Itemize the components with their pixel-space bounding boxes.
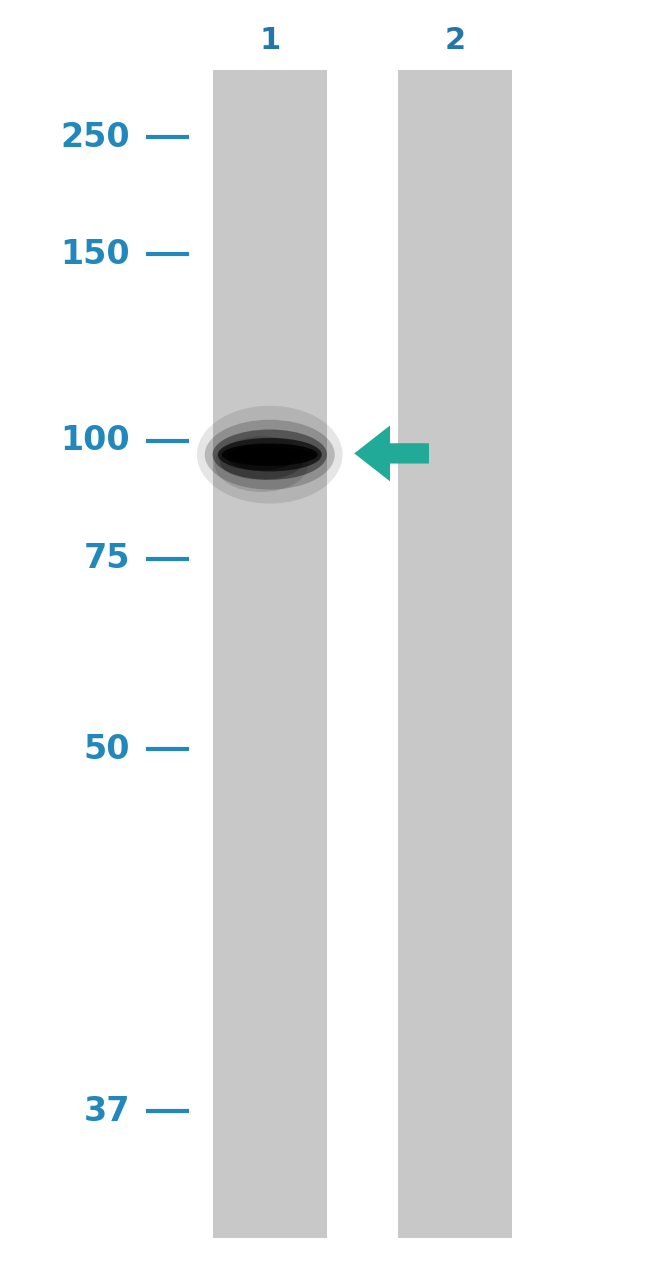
Ellipse shape <box>222 443 318 466</box>
Ellipse shape <box>220 443 303 480</box>
Ellipse shape <box>205 419 335 489</box>
Text: 250: 250 <box>60 121 130 154</box>
Text: 100: 100 <box>60 424 130 457</box>
Text: 2: 2 <box>445 27 465 55</box>
Ellipse shape <box>213 429 327 480</box>
Text: 75: 75 <box>83 542 130 575</box>
Text: 150: 150 <box>60 237 130 271</box>
Text: 50: 50 <box>83 733 130 766</box>
Bar <box>398 70 512 1238</box>
FancyArrow shape <box>354 425 429 481</box>
Ellipse shape <box>227 446 295 470</box>
Bar <box>213 70 326 1238</box>
Ellipse shape <box>214 436 308 491</box>
Ellipse shape <box>233 450 306 460</box>
Ellipse shape <box>227 447 313 462</box>
Text: 1: 1 <box>259 27 280 55</box>
Ellipse shape <box>197 406 343 503</box>
Text: 37: 37 <box>83 1095 130 1128</box>
Ellipse shape <box>218 438 322 471</box>
